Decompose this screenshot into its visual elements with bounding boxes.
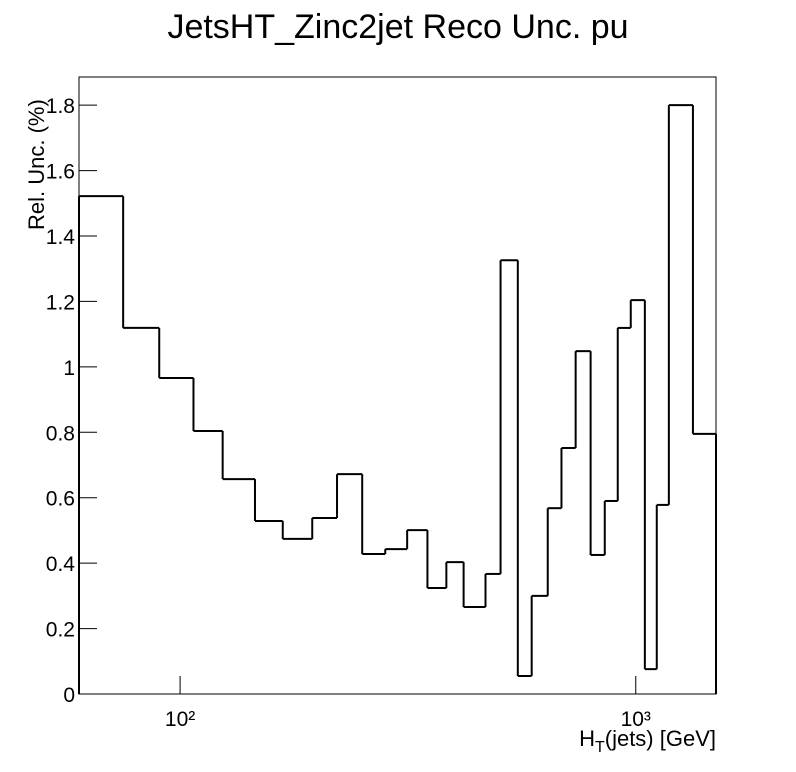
y-tick-label: 1.8 xyxy=(46,95,75,118)
y-tick-label: 0 xyxy=(63,684,75,707)
y-tick-label: 1.2 xyxy=(46,291,75,314)
x-label-sub: T xyxy=(595,739,605,756)
x-label-main: H xyxy=(579,726,595,751)
y-tick-label: 0.4 xyxy=(46,553,76,576)
y-tick-label: 0.2 xyxy=(46,619,75,642)
y-tick-label: 0.6 xyxy=(46,488,75,511)
y-tick-label: 1.6 xyxy=(46,161,75,184)
y-tick-label: 1.4 xyxy=(46,226,76,249)
x-tick-label: 10³ xyxy=(621,708,651,731)
x-tick-label: 10² xyxy=(165,708,195,731)
y-axis-label: Rel. Unc. (%) xyxy=(24,99,49,230)
x-label-rest: (jets) [GeV] xyxy=(605,726,716,751)
y-tick-label: 0.8 xyxy=(46,422,75,445)
y-tick-label: 1 xyxy=(63,357,75,380)
chart-title: JetsHT_Zinc2jet Reco Unc. pu xyxy=(167,8,628,46)
x-axis-label: HT(jets) [GeV] xyxy=(579,726,716,756)
